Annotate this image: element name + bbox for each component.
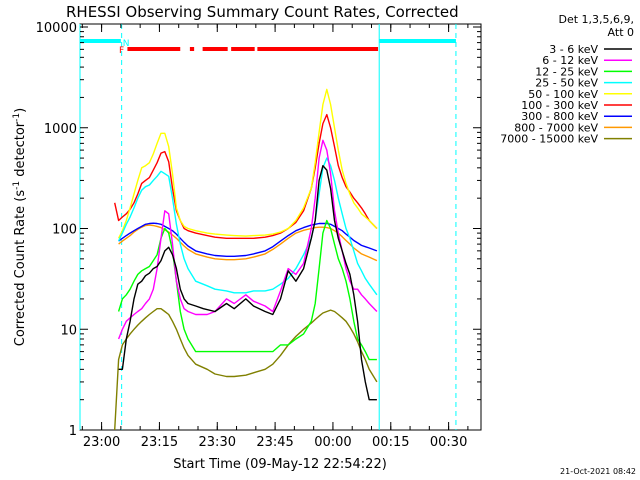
x-tick-label: 23:30 (199, 435, 236, 450)
series-line-7 (118, 224, 378, 262)
legend-header-line-2: Att 0 (608, 26, 634, 39)
y-tick-label: 1 (69, 424, 77, 439)
series-line-8 (114, 308, 378, 431)
x-tick-label: 23:45 (256, 435, 293, 450)
night-flag-label: N (123, 39, 130, 49)
series-line-3 (117, 157, 378, 296)
x-tick-label: 23:00 (83, 435, 120, 450)
series-line-0 (118, 164, 377, 401)
legend-label: 25 - 50 keV (535, 77, 598, 90)
y-tick-label: 1000 (44, 122, 77, 137)
x-axis-ticks: 23:00 23:15 23:30 23:45 00:00 00:15 00:30 (81, 24, 469, 450)
series-line-4 (117, 88, 378, 239)
chart-title: RHESSI Observing Summary Count Rates, Co… (66, 3, 459, 21)
series-line-6 (118, 222, 378, 257)
generation-timestamp: 21-Oct-2021 08:42 (560, 467, 636, 476)
y-tick-label: 10000 (36, 21, 77, 36)
y-axis-ticks: 1 10 100 1000 10000 (36, 21, 481, 439)
y-tick-label: 100 (52, 223, 77, 238)
legend-label: 12 - 25 keV (535, 65, 598, 78)
plot-area: NF (79, 23, 482, 431)
legend-label: 800 - 7000 keV (514, 121, 598, 134)
y-tick-label: 10 (60, 323, 77, 338)
time-marker-lines (79, 24, 457, 430)
legend-label: 100 - 300 keV (521, 99, 598, 112)
x-tick-label: 23:15 (141, 435, 178, 450)
y-axis-title: Corrected Count Rate (s-1 detector-1) (12, 108, 28, 346)
x-axis-title: Start Time (09-May-12 22:54:22) (173, 457, 387, 472)
legend-label: 7000 - 15000 keV (500, 133, 598, 146)
legend-label: 6 - 12 keV (542, 54, 598, 67)
series-line-5 (114, 113, 378, 240)
legend-label: 300 - 800 keV (521, 110, 598, 123)
legend-label: 50 - 100 keV (528, 88, 598, 101)
series-lines (114, 88, 378, 431)
flag-bars: NF (80, 39, 456, 56)
x-tick-label: 00:30 (430, 435, 467, 450)
series-line-2 (117, 219, 377, 361)
x-tick-label: 00:00 (314, 435, 351, 450)
x-tick-label: 00:15 (372, 435, 409, 450)
legend-label: 3 - 6 keV (549, 43, 598, 56)
legend-header-line-1: Det 1,3,5,6,9, (558, 13, 634, 26)
flare-flag-label: F (119, 46, 124, 56)
